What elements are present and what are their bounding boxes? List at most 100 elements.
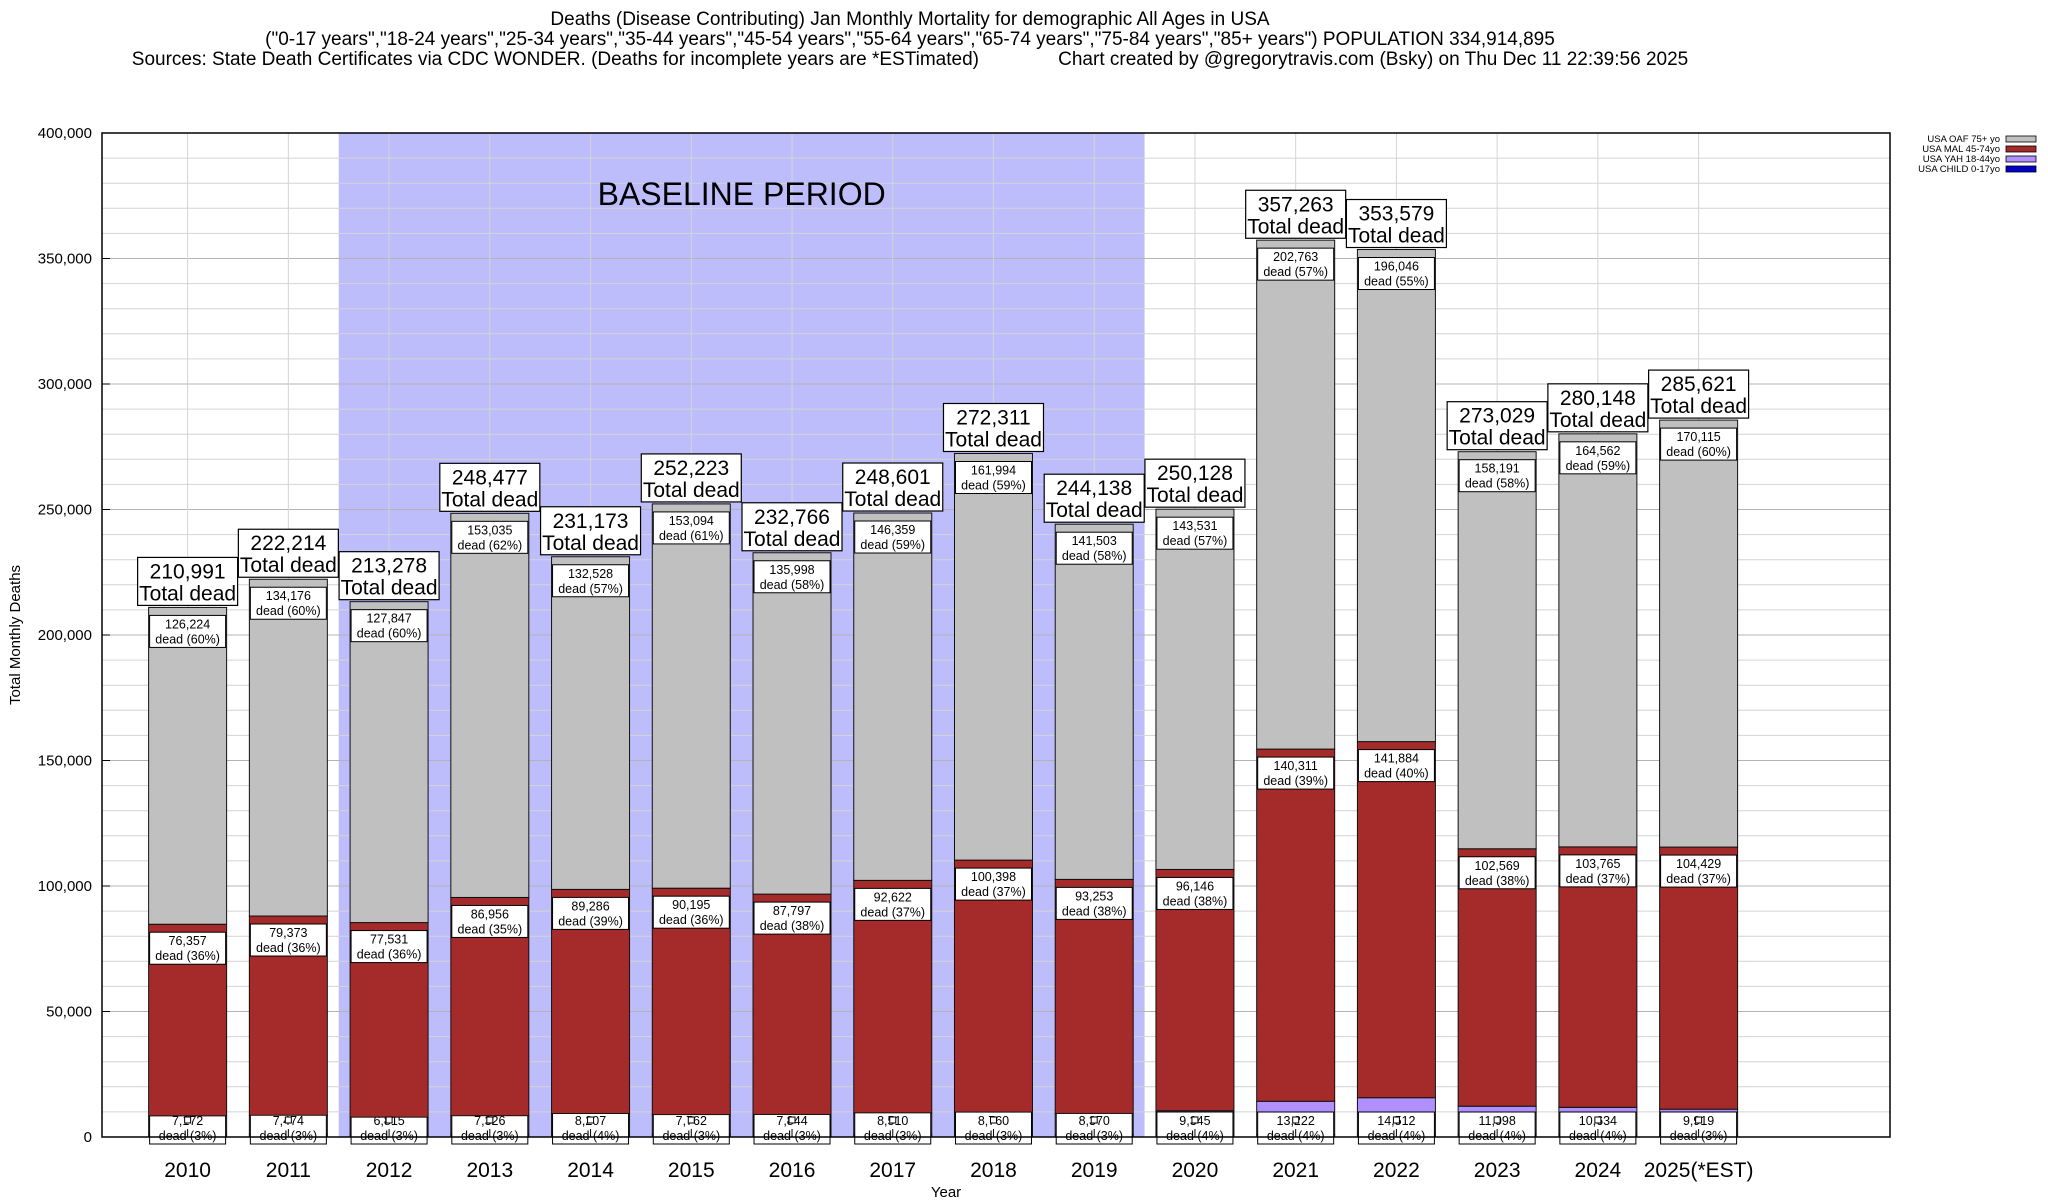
bar-marker xyxy=(788,1116,796,1124)
total-label-suffix: Total dead xyxy=(1449,427,1546,450)
x-tick-label: 2010 xyxy=(164,1159,211,1182)
bar-marker xyxy=(184,1116,192,1124)
segment-label-value: 140,311 xyxy=(1274,759,1318,773)
segment-label-box xyxy=(753,901,831,935)
bar-marker xyxy=(687,1116,695,1124)
total-label-value: 285,621 xyxy=(1661,373,1737,396)
total-label-value: 357,263 xyxy=(1258,193,1334,216)
bar-marker xyxy=(1594,1116,1602,1124)
segment-label-percent: dead (38%) xyxy=(1465,874,1530,888)
segment-label-box xyxy=(954,867,1032,901)
x-tick-label: 2014 xyxy=(567,1159,614,1182)
segment-label-percent: dead (57%) xyxy=(558,582,623,596)
y-tick-label: 150,000 xyxy=(38,753,92,770)
segment-label-percent: dead (36%) xyxy=(256,941,321,955)
segment-label-box xyxy=(854,520,932,554)
legend-swatch xyxy=(2005,165,2037,173)
chart-titles: Deaths (Disease Contributing) Jan Monthl… xyxy=(0,10,1820,70)
plot-frame xyxy=(101,132,1891,1138)
segment-label-value: 170,115 xyxy=(1676,430,1720,444)
bar-segment xyxy=(1659,846,1739,1110)
segment-label-percent: dead (37%) xyxy=(961,885,1026,899)
y-tick-label: 200,000 xyxy=(38,627,92,644)
segment-label-percent: dead (58%) xyxy=(1465,477,1530,491)
segment-label-value: 164,562 xyxy=(1575,444,1620,458)
baseline-period-annotation: BASELINE PERIOD xyxy=(598,176,886,212)
segment-label-value: 196,046 xyxy=(1374,260,1419,274)
segment-label-box xyxy=(652,511,730,545)
total-label-box xyxy=(539,506,642,556)
segment-label-value: 132,528 xyxy=(568,567,613,581)
segment-label-percent: dead (60%) xyxy=(1666,445,1731,459)
bar-segment xyxy=(1356,249,1436,743)
bar-segment xyxy=(1155,508,1235,870)
segment-label-value: 127,847 xyxy=(366,612,411,626)
total-label-suffix: Total dead xyxy=(744,528,841,551)
bar-marker xyxy=(889,1116,897,1124)
y-tick-label: 350,000 xyxy=(38,251,92,268)
segment-label-box xyxy=(1559,441,1637,475)
bar-marker xyxy=(486,1116,494,1124)
segment-label-value: 86,956 xyxy=(471,907,509,921)
segment-label-box xyxy=(1458,856,1536,890)
total-label-value: 231,173 xyxy=(553,510,629,533)
legend-swatch xyxy=(2005,155,2037,163)
x-tick-label: 2023 xyxy=(1474,1159,1521,1182)
segment-label-box xyxy=(451,904,529,938)
total-label-suffix: Total dead xyxy=(139,582,236,605)
bar-segment xyxy=(450,512,530,898)
bar-segment xyxy=(853,512,933,881)
bar-marker xyxy=(989,1116,997,1124)
bar-marker xyxy=(1090,1116,1098,1124)
segment-label-box xyxy=(1257,247,1335,281)
segment-label-value: 161,994 xyxy=(971,463,1016,477)
total-label-suffix: Total dead xyxy=(844,488,941,511)
x-tick-label: 2019 xyxy=(1071,1159,1118,1182)
total-label-suffix: Total dead xyxy=(1348,225,1445,248)
total-label-value: 244,138 xyxy=(1056,477,1132,500)
bar-marker xyxy=(587,1116,595,1124)
segment-label-value: 141,884 xyxy=(1374,752,1419,766)
segment-label-percent: dead (60%) xyxy=(357,627,422,641)
total-label-value: 353,579 xyxy=(1358,203,1434,226)
total-label-suffix: Total dead xyxy=(542,532,639,555)
segment-label-percent: dead (38%) xyxy=(1062,904,1127,918)
segment-label-box xyxy=(954,460,1032,494)
segment-label-percent: dead (39%) xyxy=(558,914,623,928)
bar-segment xyxy=(1054,523,1134,880)
x-axis-label: Year xyxy=(931,1184,961,1200)
y-tick-label: 400,000 xyxy=(38,125,92,142)
total-label-box xyxy=(1446,401,1548,451)
chart-title: Deaths (Disease Contributing) Jan Monthl… xyxy=(550,9,1270,30)
segment-label-percent: dead (37%) xyxy=(1566,872,1631,886)
segment-label-value: 76,357 xyxy=(169,934,207,948)
bar-segment xyxy=(551,556,631,890)
segment-label-box xyxy=(753,560,831,594)
segment-label-box xyxy=(249,586,327,620)
segment-label-box xyxy=(1156,516,1234,550)
segment-label-box xyxy=(552,564,630,598)
segment-label-box xyxy=(1458,459,1536,493)
bar-marker xyxy=(1191,1116,1199,1124)
y-tick-label: 100,000 xyxy=(38,878,92,895)
segment-label-value: 100,398 xyxy=(971,870,1016,884)
bar-segment xyxy=(1659,419,1739,848)
legend-swatch xyxy=(2005,145,2037,153)
segment-label-value: 134,176 xyxy=(266,589,311,603)
total-label-value: 222,214 xyxy=(250,532,326,555)
segment-label-box xyxy=(249,923,327,957)
bar-segment xyxy=(1256,239,1336,750)
legend-label: USA OAF 75+ yo xyxy=(1927,134,2000,145)
segment-label-value: 104,429 xyxy=(1676,857,1721,871)
segment-label-box xyxy=(1055,531,1133,565)
total-label-suffix: Total dead xyxy=(240,554,337,577)
total-label-suffix: Total dead xyxy=(441,488,538,511)
total-label-suffix: Total dead xyxy=(1146,484,1243,507)
total-label-box xyxy=(640,453,742,503)
bar-segment xyxy=(1256,748,1336,1102)
segment-label-value: 89,286 xyxy=(571,899,609,913)
y-tick-label: 300,000 xyxy=(38,376,92,393)
segment-label-value: 77,531 xyxy=(370,933,408,947)
total-label-box xyxy=(1345,198,1448,249)
total-label-value: 210,991 xyxy=(150,560,226,583)
